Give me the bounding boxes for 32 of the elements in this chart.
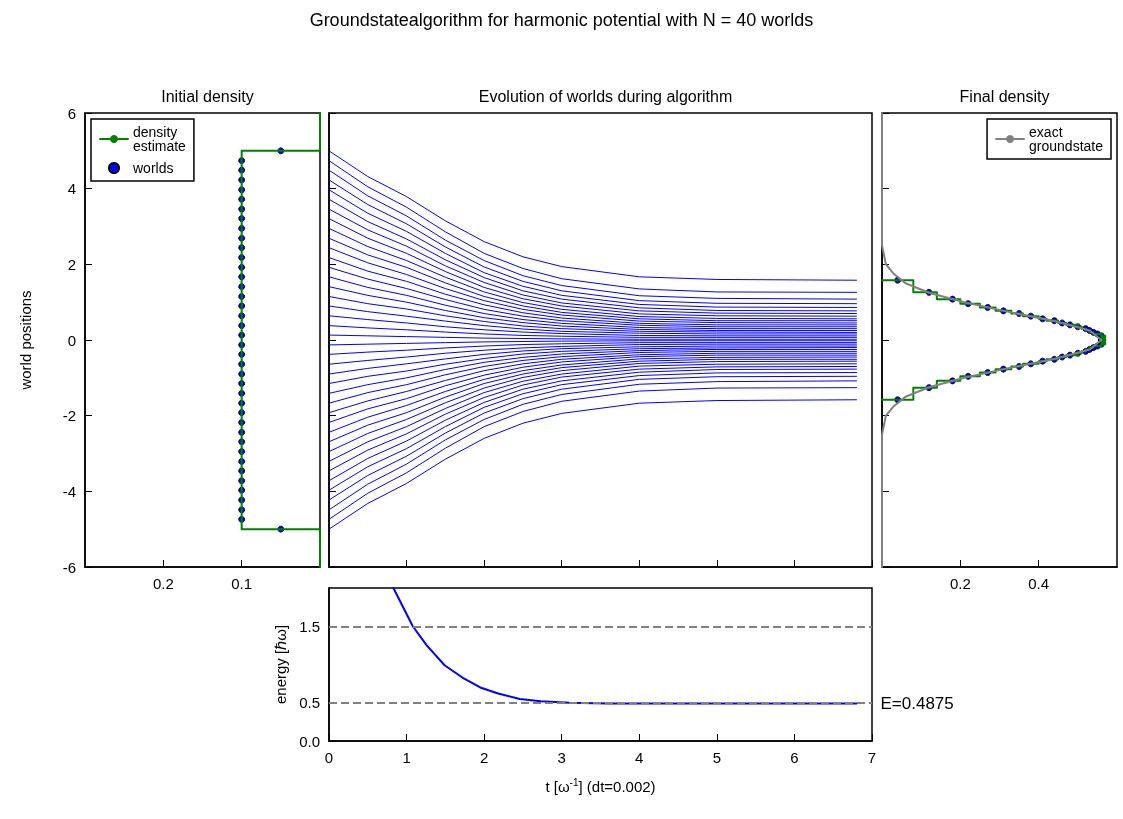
y-tick-label: -6	[62, 558, 76, 576]
y-tick-label: 0	[67, 331, 76, 349]
y-tick-label: -2	[62, 407, 76, 425]
y-tick-label: 6	[67, 104, 76, 122]
x-tick-label: 0.1	[231, 575, 253, 592]
legend-label: density estimate	[133, 124, 187, 154]
y-tick-label: 1.5	[299, 617, 320, 635]
chart-title: Evolution of worlds during algorithm	[478, 87, 733, 105]
y-tick-label: 0.5	[299, 694, 320, 712]
chart-title: Final density	[959, 87, 1050, 105]
x-tick-label: 4	[635, 749, 644, 766]
y-axis-title: energy [ℏω]	[272, 624, 290, 705]
y-tick-label: 2	[67, 255, 76, 273]
chart-title: Initial density	[161, 87, 254, 105]
y-tick-label: 0.0	[299, 732, 320, 750]
legend-label: exact groundstate	[1029, 124, 1104, 154]
x-tick-label: 0.2	[152, 575, 174, 592]
y-tick-label: 4	[67, 180, 76, 198]
x-tick-label: 1	[402, 749, 411, 766]
text: Groundstatealgorithm for harmonic potential with N = 40 worlds	[308, 10, 815, 31]
y-axis-title: world positions	[17, 290, 34, 391]
x-tick-label: 3	[557, 749, 566, 766]
x-tick-label: 0.2	[949, 575, 971, 592]
annotation: E=0.4875	[880, 694, 954, 714]
x-tick-label: 6	[790, 749, 799, 766]
x-tick-label: 0	[324, 749, 334, 766]
legend-label: worlds	[132, 160, 174, 176]
y-tick-label: -4	[62, 482, 76, 500]
x-tick-label: 5	[712, 749, 722, 766]
x-tick-label: 7	[867, 749, 877, 766]
x-tick-label: 2	[479, 749, 489, 766]
x-tick-label: 0.4	[1028, 575, 1050, 592]
